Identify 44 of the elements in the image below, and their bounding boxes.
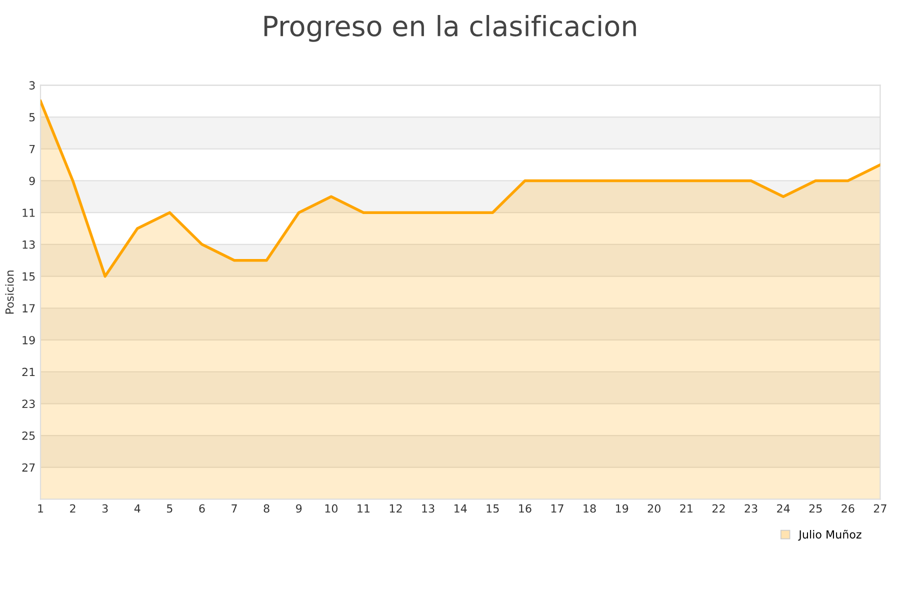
- x-tick-label: 5: [167, 504, 172, 513]
- x-tick-label: 18: [584, 504, 596, 513]
- y-tick-label: 13: [22, 240, 35, 249]
- y-tick-label: 11: [22, 208, 35, 217]
- y-tick-label: 15: [22, 272, 35, 281]
- x-tick-label: 15: [486, 504, 499, 513]
- x-tick-label: 20: [648, 504, 660, 513]
- x-tick-label: 17: [551, 504, 564, 513]
- y-axis-title: Posicion: [5, 270, 14, 314]
- x-tick-label: 14: [454, 504, 467, 513]
- x-tick-label: 9: [296, 504, 302, 513]
- x-tick-label: 26: [842, 504, 854, 513]
- x-tick-label: 21: [680, 504, 692, 513]
- x-tick-label: 25: [809, 504, 822, 513]
- x-tick-label: 13: [422, 504, 434, 513]
- x-tick-label: 10: [325, 504, 338, 513]
- x-tick-label: 24: [777, 504, 790, 513]
- x-tick-label: 3: [102, 504, 108, 513]
- y-tick-label: 25: [22, 431, 35, 440]
- line-series: [40, 100, 880, 278]
- x-tick-label: 11: [358, 504, 370, 513]
- x-tick-label: 16: [519, 504, 532, 513]
- x-tick-label: 27: [874, 504, 886, 513]
- y-tick-label: 7: [29, 145, 35, 154]
- x-tick-label: 22: [712, 504, 725, 513]
- y-tick-label: 21: [22, 368, 35, 376]
- chart-title: Progreso en la clasificacion: [264, 15, 636, 42]
- y-tick-label: 19: [22, 336, 35, 344]
- y-tick-label: 23: [22, 400, 35, 408]
- x-tick-label: 19: [616, 504, 628, 513]
- x-tick-label: 6: [199, 504, 205, 513]
- y-tick-label: 5: [29, 113, 35, 122]
- x-tick-label: 4: [134, 504, 140, 513]
- y-tick-label: 3: [29, 81, 35, 90]
- legend-label: Julio Muñoz: [798, 530, 862, 541]
- x-tick-label: 23: [744, 504, 758, 513]
- x-tick-label: 12: [390, 504, 402, 513]
- x-tick-label: 8: [264, 504, 270, 513]
- y-tick-label: 17: [22, 304, 35, 312]
- x-tick-label: 7: [232, 504, 237, 513]
- x-tick-label: 2: [70, 504, 76, 513]
- y-tick-label: 27: [22, 463, 35, 472]
- y-tick-label: 9: [29, 176, 35, 186]
- x-tick-label: 1: [38, 504, 44, 513]
